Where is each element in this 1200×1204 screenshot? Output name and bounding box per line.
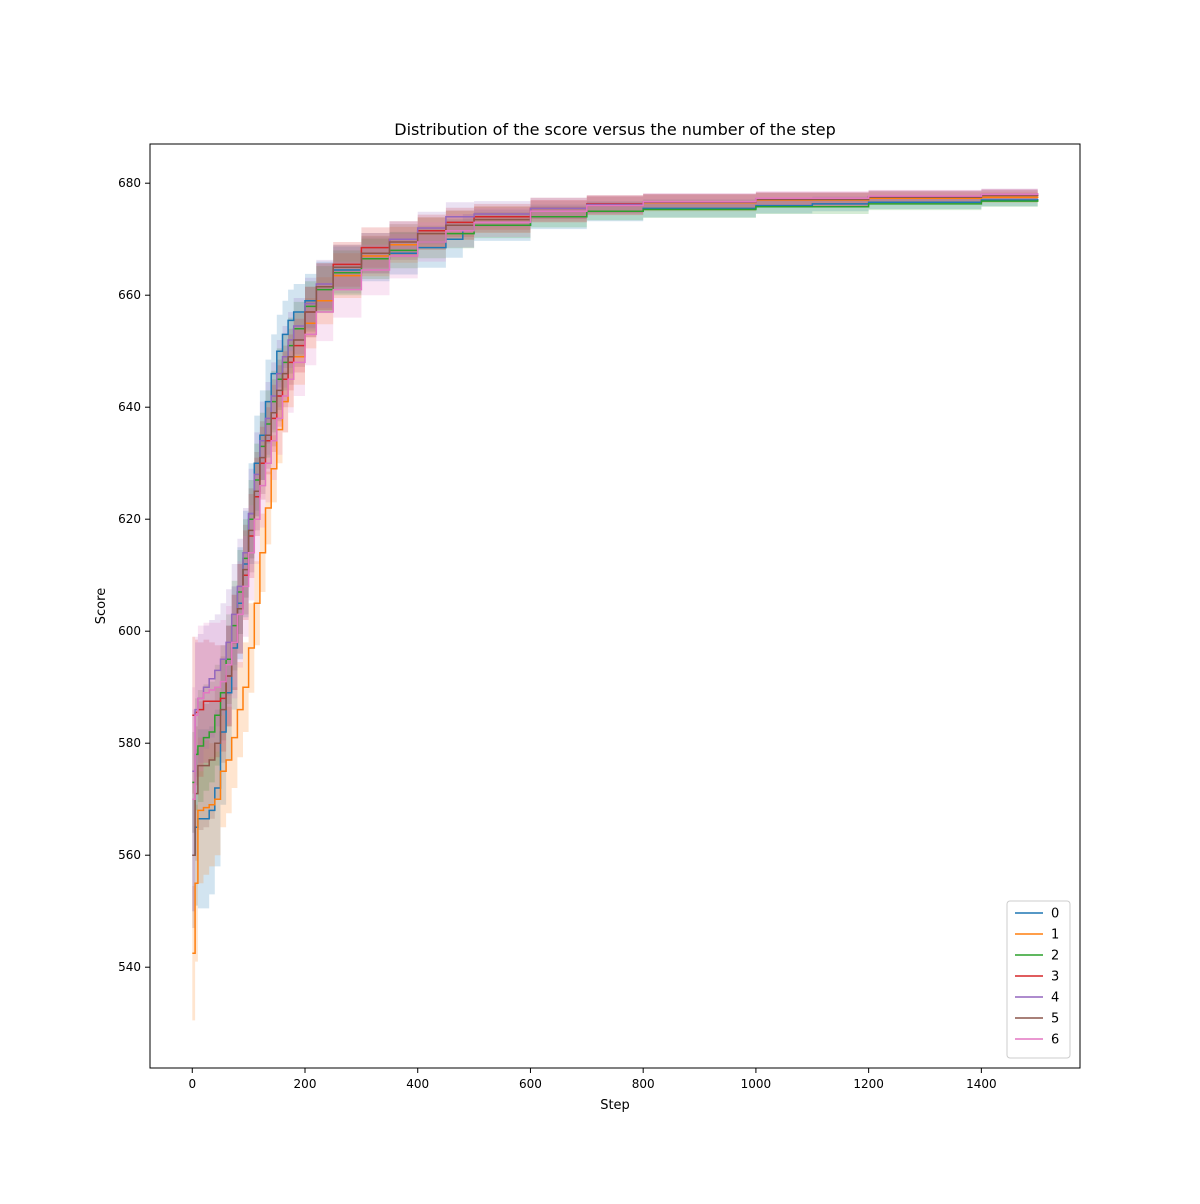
x-tick-label: 400 — [406, 1077, 429, 1091]
x-axis-label: Step — [600, 1098, 630, 1113]
y-tick-label: 540 — [118, 960, 141, 974]
legend-label-5: 5 — [1051, 1012, 1059, 1027]
y-axis-label: Score — [94, 588, 109, 624]
legend-label-6: 6 — [1051, 1033, 1059, 1048]
legend-label-2: 2 — [1051, 949, 1059, 964]
legend-box — [1006, 900, 1071, 1059]
y-tick-label: 600 — [118, 624, 141, 638]
x-tick-label: 0 — [188, 1077, 196, 1091]
y-tick-label: 640 — [118, 400, 141, 414]
plot-frame — [149, 143, 1081, 1069]
legend-label-4: 4 — [1051, 991, 1059, 1006]
series-lines — [192, 193, 1039, 954]
x-tick-label: 1400 — [966, 1077, 997, 1091]
y-tick-label: 620 — [118, 512, 141, 526]
x-tick-label: 600 — [519, 1077, 542, 1091]
x-tick-label: 800 — [632, 1077, 655, 1091]
series-6-band — [192, 187, 1038, 912]
legend: 0 1 2 3 4 5 6 — [1006, 900, 1071, 1059]
x-tick-label: 1000 — [741, 1077, 772, 1091]
series-4-line — [192, 193, 1039, 772]
legend-label-0: 0 — [1051, 907, 1059, 922]
series-6-line — [192, 193, 1039, 800]
x-tick-label: 1200 — [853, 1077, 884, 1091]
x-axis-ticks: 0 200 400 600 800 1000 1200 1400 — [188, 1068, 997, 1091]
legend-label-3: 3 — [1051, 970, 1059, 985]
y-tick-label: 680 — [118, 176, 141, 190]
y-tick-label: 660 — [118, 288, 141, 302]
y-axis-ticks: 540 560 580 600 620 640 660 680 — [118, 176, 150, 974]
legend-label-1: 1 — [1051, 928, 1059, 943]
x-tick-label: 200 — [294, 1077, 317, 1091]
y-tick-label: 560 — [118, 848, 141, 862]
y-tick-label: 580 — [118, 736, 141, 750]
chart-title: Distribution of the score versus the num… — [394, 120, 835, 139]
